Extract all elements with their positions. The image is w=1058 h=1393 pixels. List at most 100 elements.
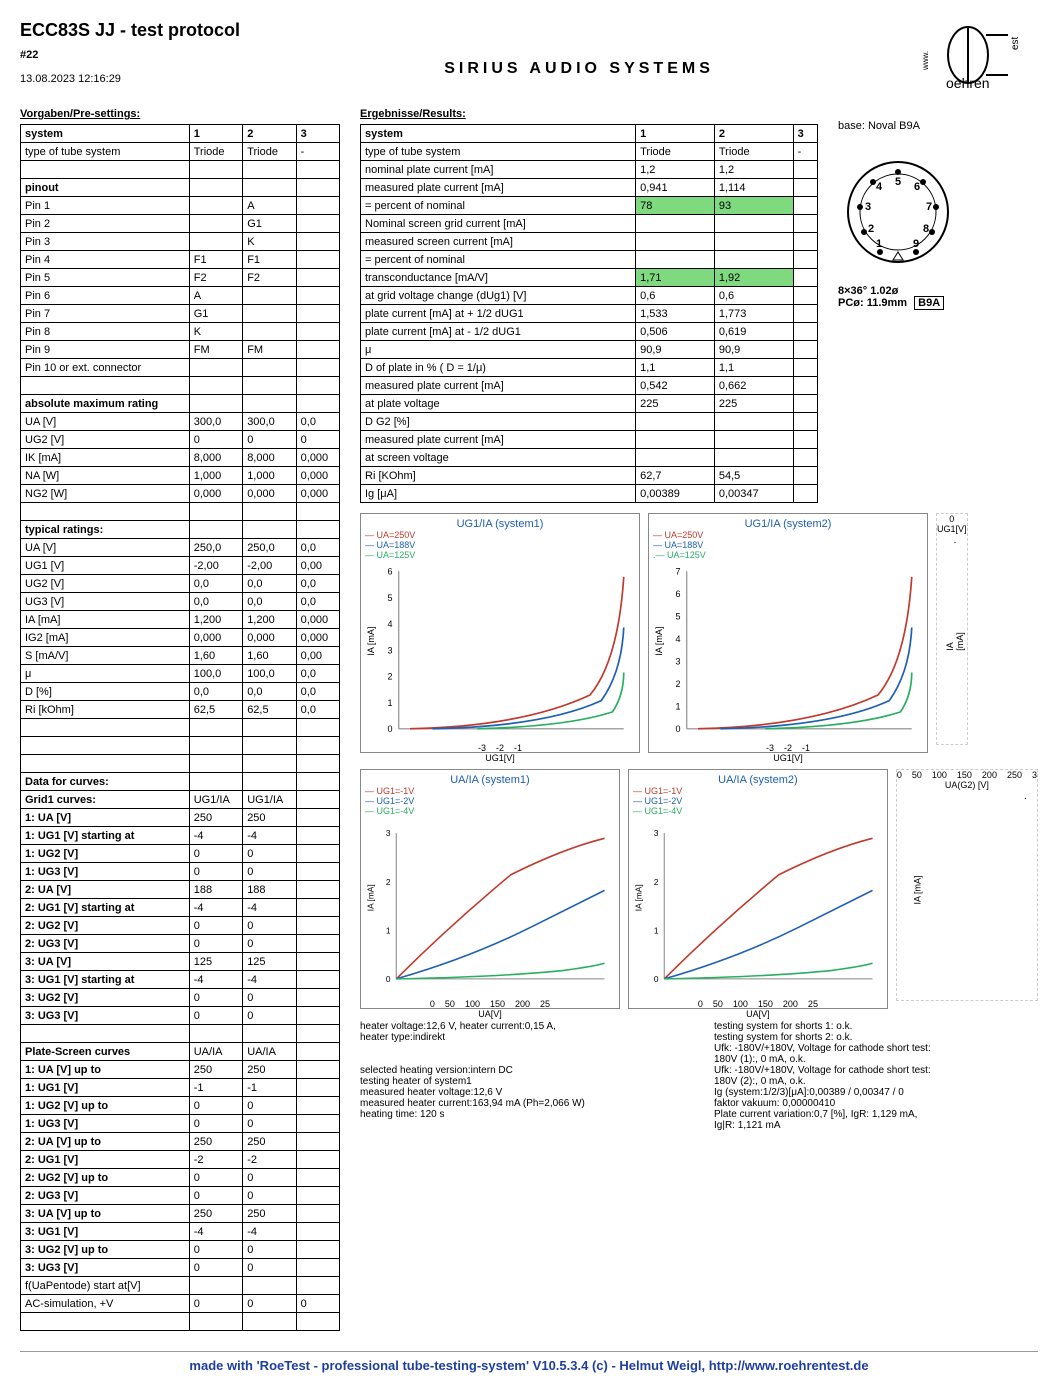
table-cell — [296, 881, 339, 899]
table-cell: 2: UG3 [V] — [21, 1187, 190, 1205]
table-cell: 0,000 — [243, 629, 296, 647]
header-left: ECC83S JJ - test protocol #22 13.08.2023… — [20, 20, 240, 85]
table-cell: 1,71 — [636, 269, 715, 287]
base-info: base: Noval B9A 1 2 3 4 5 6 7 — [838, 100, 1038, 503]
table-cell: UG1/IA — [243, 791, 296, 809]
footer-info: heater voltage:12,6 V, heater current:0,… — [360, 1015, 1038, 1131]
table-cell — [296, 305, 339, 323]
x-ticks: -3 -2 -1 — [653, 743, 923, 753]
table-cell — [21, 503, 190, 521]
chart-svg: 0123IA [mA] — [633, 816, 883, 996]
footer-line: testing system for shorts 2: o.k. — [714, 1032, 1038, 1043]
table-cell — [296, 503, 339, 521]
x-ticks: 0 — [937, 514, 967, 524]
table-cell — [243, 719, 296, 737]
svg-text:6: 6 — [388, 567, 393, 577]
table-cell: measured plate current [mA] — [361, 179, 636, 197]
svg-text:IA [mA]: IA [mA] — [654, 627, 664, 656]
table-cell: 0,00389 — [636, 485, 715, 503]
table-cell: 0,6 — [636, 287, 715, 305]
table-row — [21, 1025, 340, 1043]
table-cell: UA/IA — [189, 1043, 242, 1061]
table-row: D G2 [%] — [361, 413, 818, 431]
footer-line: heating time: 120 s — [360, 1109, 684, 1120]
table-cell — [243, 755, 296, 773]
table-cell: 0,000 — [296, 629, 339, 647]
svg-text:0: 0 — [386, 974, 391, 984]
table-cell: -2,00 — [189, 557, 242, 575]
table-cell — [296, 377, 339, 395]
table-row: Grid1 curves:UG1/IAUG1/IA — [21, 791, 340, 809]
chart: UA/IA (system2)— UG1=-1V— UG1=-2V— UG1=-… — [628, 769, 888, 1009]
table-cell: 0,0 — [243, 593, 296, 611]
table-cell: Pin 9 — [21, 341, 190, 359]
table-cell — [189, 503, 242, 521]
table-cell: 3: UG2 [V] up to — [21, 1241, 190, 1259]
table-row: 2: UG1 [V] starting at-4-4 — [21, 899, 340, 917]
table-cell — [243, 1025, 296, 1043]
table-row: Pin 7G1 — [21, 305, 340, 323]
company-name: SIRIUS AUDIO SYSTEMS — [444, 60, 714, 78]
footer-line: heater type:indirekt — [360, 1032, 684, 1043]
table-cell — [793, 467, 817, 485]
table-cell — [296, 1187, 339, 1205]
table-cell: -4 — [189, 827, 242, 845]
table-cell: 250 — [189, 1205, 242, 1223]
table-cell: UA [V] — [21, 413, 190, 431]
table-cell: 1,000 — [243, 467, 296, 485]
table-cell: 78 — [636, 197, 715, 215]
table-cell — [296, 791, 339, 809]
table-cell: 0,00 — [296, 557, 339, 575]
chart-title: UA/IA (system2) — [633, 774, 883, 786]
table-cell — [793, 413, 817, 431]
chart-title: UG1/IA (system2) — [653, 518, 923, 530]
chart-legend: — UA=250V— UA=188V— UA=125V — [365, 530, 635, 560]
logo-area: oehren www. est — [918, 20, 1038, 90]
svg-text:9: 9 — [913, 238, 919, 250]
table-cell: 90,9 — [636, 341, 715, 359]
table-cell: plate current [mA] at - 1/2 dUG1 — [361, 323, 636, 341]
chart-title: UA/IA (system1) — [365, 774, 615, 786]
table-row — [21, 755, 340, 773]
table-cell: 250 — [189, 1133, 242, 1151]
table-row: 2: UA [V] up to250250 — [21, 1133, 340, 1151]
table-cell: at grid voltage change (dUg1) [V] — [361, 287, 636, 305]
pinout-diagram: 1 2 3 4 5 6 7 8 9 — [838, 152, 1038, 275]
table-cell: 0 — [243, 863, 296, 881]
table-cell: = percent of nominal — [361, 251, 636, 269]
table-cell: 0,000 — [243, 485, 296, 503]
footer-col-2: testing system for shorts 1: o.k.testing… — [714, 1021, 1038, 1131]
table-cell: 300,0 — [189, 413, 242, 431]
table-row: type of tube systemTriodeTriode- — [21, 143, 340, 161]
table-cell: Pin 4 — [21, 251, 190, 269]
svg-text:7: 7 — [676, 567, 681, 577]
table-cell: 0 — [189, 989, 242, 1007]
table-cell: 125 — [189, 953, 242, 971]
svg-text:IA [mA]: IA [mA] — [366, 627, 376, 656]
svg-text:2: 2 — [868, 223, 874, 235]
table-cell: 125 — [243, 953, 296, 971]
svg-text:8: 8 — [923, 223, 929, 235]
charts-row-1: UG1/IA (system1)— UA=250V— UA=188V— UA=1… — [360, 513, 1038, 759]
table-cell: 0 — [189, 917, 242, 935]
table-cell — [189, 773, 242, 791]
table-cell: 1,200 — [243, 611, 296, 629]
table-cell: A — [189, 287, 242, 305]
table-cell — [296, 755, 339, 773]
table-row: 2: UG2 [V] up to00 — [21, 1169, 340, 1187]
table-cell — [296, 773, 339, 791]
table-cell: 1: UA [V] — [21, 809, 190, 827]
table-cell: Triode — [243, 143, 296, 161]
table-row: Pin 10 or ext. connector — [21, 359, 340, 377]
table-cell: 1: UG3 [V] — [21, 1115, 190, 1133]
table-cell — [189, 1313, 242, 1331]
table-cell: 225 — [714, 395, 793, 413]
table-cell — [243, 773, 296, 791]
chart: IA [mA].0 50 100 150 200 250 3UA(G2) [V] — [896, 769, 1038, 1001]
chart: UA/IA (system1)— UG1=-1V— UG1=-2V— UG1=-… — [360, 769, 620, 1009]
table-cell: 100,0 — [243, 665, 296, 683]
table-cell: 0 — [243, 1007, 296, 1025]
base-label: base: Noval B9A — [838, 120, 1038, 132]
table-cell: 0 — [189, 1187, 242, 1205]
table-cell: UG2 [V] — [21, 575, 190, 593]
